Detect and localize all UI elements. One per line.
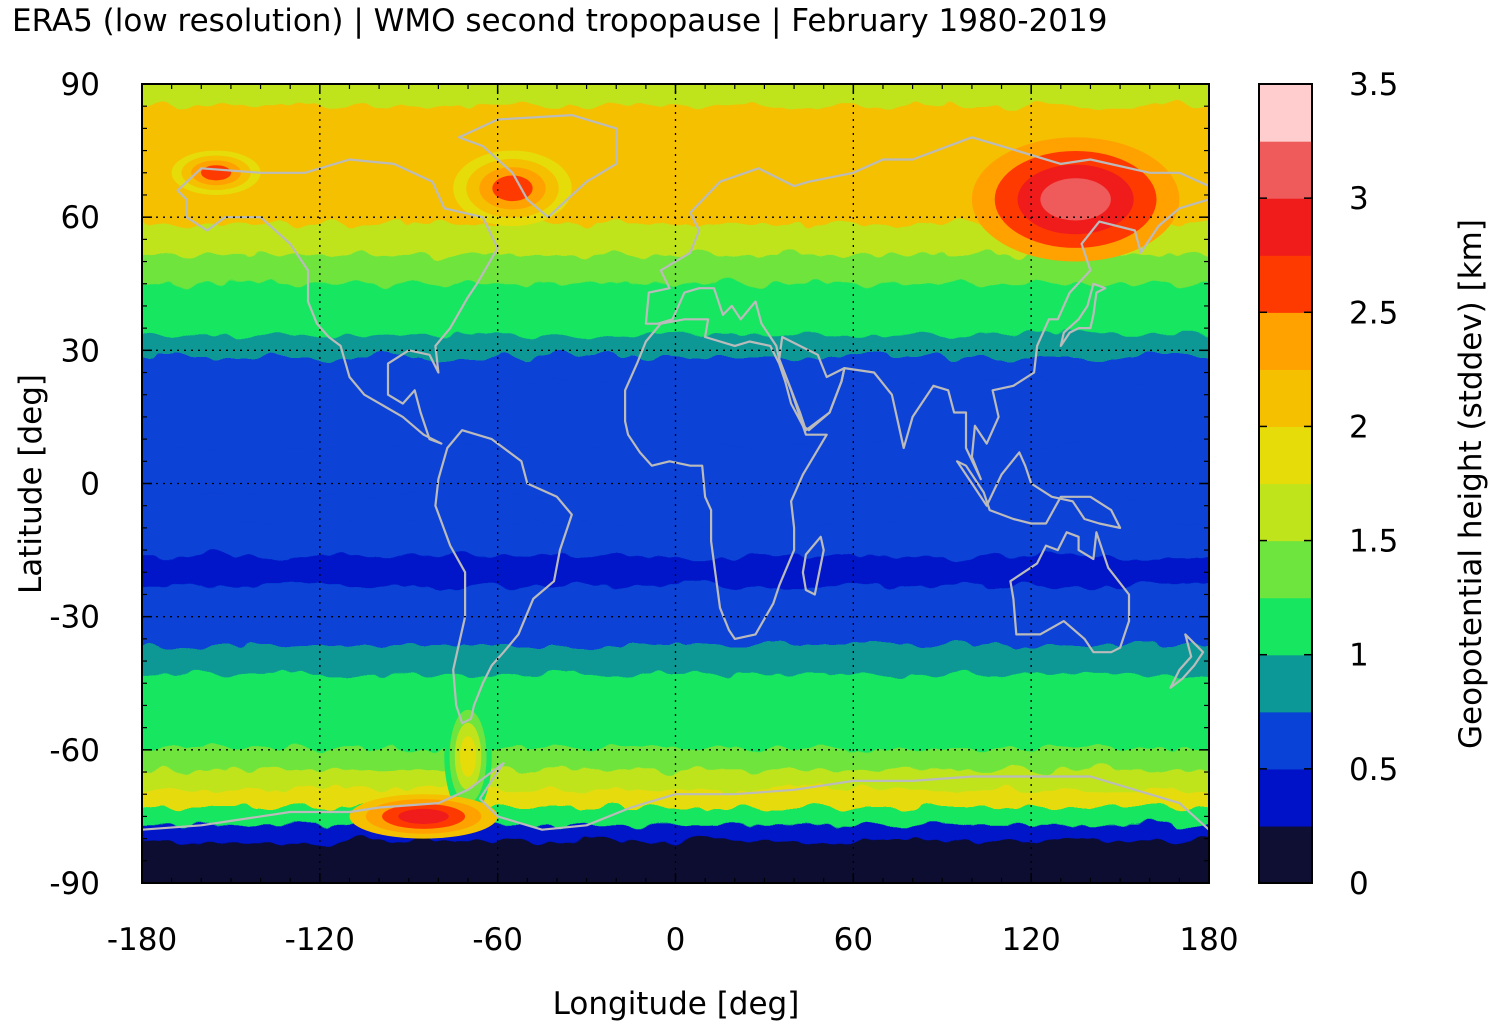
colorbar [1258, 83, 1313, 884]
coastline-indonesia [956, 451, 1122, 529]
x-tick-label: 0 [666, 922, 686, 958]
zonal-band [142, 674, 1209, 703]
x-axis-label: Longitude [deg] [553, 986, 800, 1022]
zonal-band [142, 334, 1209, 358]
colorbar-tick-label: 1.5 [1349, 524, 1398, 560]
y-axis: 90 60 30 0 -30 -60 -90 [49, 67, 1209, 902]
coastline-europe-asia [644, 136, 1209, 481]
coastline-greenland [458, 114, 618, 219]
y-tick-label: 30 [61, 333, 100, 369]
regional-maximum [444, 696, 492, 817]
coastline-antarctica [142, 762, 1209, 831]
colorbar-level [1259, 198, 1312, 256]
regional-maximum-level [459, 736, 477, 777]
coastline-south-america [434, 429, 573, 725]
y-tick-label: -60 [49, 733, 100, 769]
zonal-band [142, 645, 1209, 676]
colorbar-level [1259, 426, 1312, 485]
regional-maximum [171, 150, 261, 195]
coastline-arabia [778, 335, 846, 432]
y-tick-label: 0 [80, 467, 100, 503]
x-axis: -180 -120 -60 0 60 120 180 [107, 84, 1239, 958]
colorbar-level [1259, 654, 1312, 713]
colorbar-level [1259, 768, 1312, 827]
coastline-africa [624, 318, 828, 640]
coastline-australia [1009, 531, 1131, 654]
colorbar-level [1259, 369, 1312, 428]
colorbar-level [1259, 597, 1312, 656]
chart-title: ERA5 (low resolution) | WMO second tropo… [12, 3, 1107, 39]
colorbar-tick-label: 3.5 [1349, 67, 1398, 103]
coastline-new-zealand [1169, 633, 1205, 689]
regional-maximum [453, 150, 572, 227]
gridlines [142, 84, 1209, 883]
zonal-band [142, 84, 1209, 108]
colorbar-tick-label: 3 [1349, 181, 1369, 217]
colorbar-frame [1258, 83, 1313, 884]
y-tick-label: -90 [49, 866, 100, 902]
colorbar-tick-label: 0.5 [1349, 752, 1398, 788]
regional-maximum-level [200, 165, 232, 181]
plot-area [142, 84, 1209, 883]
colorbar-tick-label: 2.5 [1349, 295, 1398, 331]
x-tick-label: -120 [285, 922, 355, 958]
zonal-band [142, 747, 1209, 771]
coastline-north-america [176, 158, 499, 445]
colorbar-tick-label: 0 [1349, 866, 1369, 902]
zonal-band [142, 769, 1209, 791]
coastlines [142, 114, 1209, 831]
zonal-band [142, 865, 1209, 883]
x-tick-label: 120 [1002, 922, 1061, 958]
regional-maximum [349, 794, 498, 839]
colorbar-level [1259, 141, 1312, 199]
regional-maximum-level [398, 808, 449, 824]
coastline-japan [1059, 282, 1107, 347]
colorbar-level [1259, 312, 1312, 370]
colorbar-level [1259, 540, 1312, 599]
colorbar-tick-label: 1 [1349, 638, 1369, 674]
regional-maxima [171, 137, 1180, 839]
colorbar-level [1259, 255, 1312, 313]
x-tick-label: 180 [1179, 922, 1238, 958]
zonal-band [142, 807, 1209, 827]
regional-maximum-level [492, 175, 533, 202]
zonal-band [142, 445, 1209, 474]
y-axis-label: Latitude [deg] [13, 374, 49, 594]
y-tick-label: -30 [49, 600, 100, 636]
coastline-madagascar [801, 535, 825, 596]
colorbar-level [1259, 483, 1312, 542]
colorbar-level [1259, 711, 1312, 770]
regional-maximum-level [1040, 178, 1111, 221]
x-tick-label: -60 [472, 922, 523, 958]
x-tick-label: -180 [107, 922, 177, 958]
colorbar-level [1259, 825, 1312, 884]
colorbar-level [1259, 84, 1312, 142]
x-tick-label: 60 [834, 922, 873, 958]
colorbar-ticks: 0 0.5 1 1.5 2 2.5 3 3.5 [1259, 67, 1398, 902]
colorbar-label: Geopotential height (stddev) [km] [1453, 219, 1489, 749]
y-tick-label: 90 [61, 67, 100, 103]
zonal-band [142, 725, 1209, 749]
y-tick-label: 60 [61, 200, 100, 236]
colorbar-tick-label: 2 [1349, 409, 1369, 445]
